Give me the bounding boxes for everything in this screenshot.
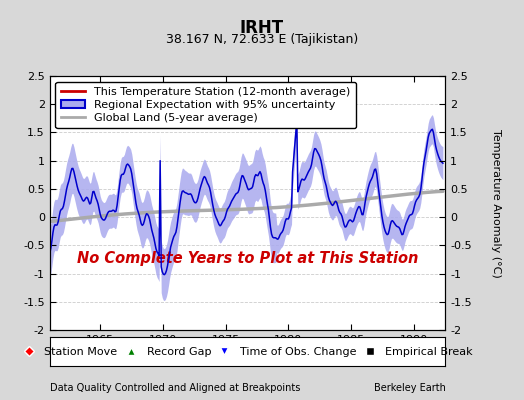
Legend: Station Move, Record Gap, Time of Obs. Change, Empirical Break: Station Move, Record Gap, Time of Obs. C…: [20, 344, 475, 359]
Text: Berkeley Earth: Berkeley Earth: [374, 383, 445, 393]
Text: Data Quality Controlled and Aligned at Breakpoints: Data Quality Controlled and Aligned at B…: [50, 383, 300, 393]
Text: IRHT: IRHT: [240, 19, 284, 37]
Text: 38.167 N, 72.633 E (Tajikistan): 38.167 N, 72.633 E (Tajikistan): [166, 33, 358, 46]
Y-axis label: Temperature Anomaly (°C): Temperature Anomaly (°C): [492, 129, 501, 277]
Text: No Complete Years to Plot at This Station: No Complete Years to Plot at This Statio…: [77, 251, 418, 266]
Legend: This Temperature Station (12-month average), Regional Expectation with 95% uncer: This Temperature Station (12-month avera…: [56, 82, 356, 128]
